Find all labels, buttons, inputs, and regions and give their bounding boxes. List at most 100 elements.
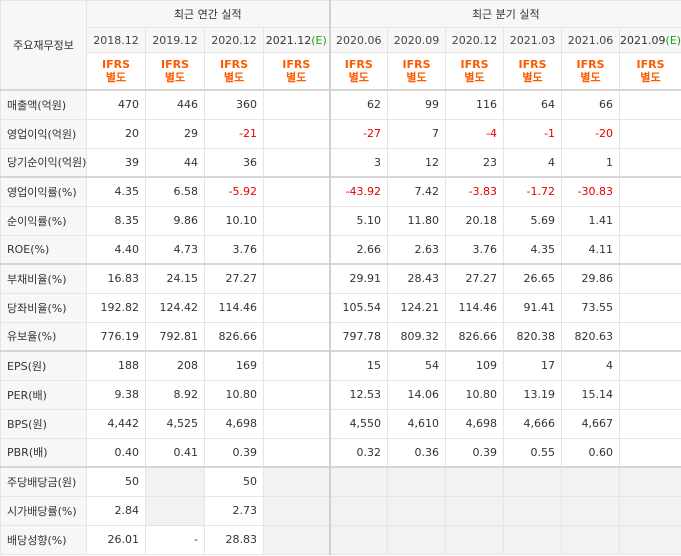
value-cell: 809.32	[387, 321, 447, 352]
value-cell	[503, 495, 563, 526]
value-cell: -5.92	[204, 176, 264, 207]
value-cell: 4,610	[387, 408, 447, 439]
ifrs-label: IFRS	[102, 58, 130, 71]
period-date: 2021.03	[509, 33, 556, 47]
value-cell	[619, 495, 681, 526]
table-row: 시가배당률(%) 2.84 2.73	[0, 495, 681, 526]
value-cell: 14.06	[387, 379, 447, 410]
row-label: BPS(원)	[0, 408, 87, 439]
value-cell: 797.78	[328, 321, 389, 352]
ifrs-label: IFRS	[460, 58, 489, 71]
value-cell: 1.41	[561, 205, 621, 236]
accounting-standard: IFRS 별도	[561, 52, 621, 91]
table-row: PBR(배) 0.40 0.41 0.39 0.32 0.36 0.39 0.55 0.60	[0, 437, 681, 468]
value-cell: 188	[86, 350, 146, 381]
row-label: 배당성향(%)	[0, 524, 87, 555]
value-cell	[262, 379, 331, 410]
value-cell: -27	[328, 118, 389, 149]
value-cell	[262, 437, 331, 468]
value-cell: 776.19	[86, 321, 146, 352]
value-cell: 360	[204, 89, 264, 120]
value-cell: -21	[204, 118, 264, 149]
value-cell	[619, 408, 681, 439]
annual-group-header: 최근 연간 실적	[85, 0, 331, 28]
value-cell: 1	[561, 147, 621, 178]
value-cell: 4,698	[445, 408, 505, 439]
table-row: PER(배) 9.38 8.92 10.80 12.53 14.06 10.80 13.19 1…	[0, 379, 681, 410]
row-label: EPS(원)	[0, 350, 87, 381]
ifrs-label: IFRS	[282, 58, 311, 71]
separate-label: 별도	[348, 71, 369, 84]
value-cell: 39	[86, 147, 146, 178]
row-label: 유보율(%)	[0, 321, 87, 352]
row-label: PER(배)	[0, 379, 87, 410]
ifrs-label: IFRS	[161, 58, 189, 71]
financial-rows: 매출액(억원) 470 446 360 62 99 116 64 66 영업이익(억원) 20 29-…	[0, 89, 681, 555]
value-cell	[619, 292, 681, 323]
row-label: 부채비율(%)	[0, 263, 87, 294]
value-cell	[619, 466, 681, 497]
value-cell: 10.80	[204, 379, 264, 410]
table-row: 당좌비율(%) 192.82 124.42 114.46 105.54 124.21 114…	[0, 292, 681, 323]
period-header: 2020.12	[445, 27, 505, 53]
period-date: 2020.09	[393, 33, 440, 47]
value-cell: 73.55	[561, 292, 621, 323]
table-row: 순이익률(%) 8.35 9.86 10.10 5.10 11.80 20.18 5.69 1.…	[0, 205, 681, 236]
value-cell	[262, 408, 331, 439]
value-cell: 2.63	[387, 234, 447, 265]
value-cell: 0.32	[328, 437, 389, 468]
value-cell: 36	[204, 147, 264, 178]
row-label: ROE(%)	[0, 234, 87, 265]
ifrs-label: IFRS	[518, 58, 547, 71]
value-cell	[262, 147, 331, 178]
value-cell: 20.18	[445, 205, 505, 236]
value-cell	[445, 466, 505, 497]
value-cell: 826.66	[445, 321, 505, 352]
value-cell: 0.39	[204, 437, 264, 468]
value-cell: 9.86	[145, 205, 205, 236]
accounting-standard: IFRS 별도	[204, 52, 264, 91]
period-header: 2021.06	[561, 27, 621, 53]
period-header: 2018.12	[86, 27, 146, 53]
value-cell: 16.83	[86, 263, 146, 294]
separate-label: 별도	[286, 71, 307, 84]
value-cell	[145, 495, 205, 526]
value-cell: 0.55	[503, 437, 563, 468]
value-cell: 11.80	[387, 205, 447, 236]
table-row: 영업이익률(%) 4.35 6.58 -5.92 -43.92 7.42 -3.83 -1.7…	[0, 176, 681, 207]
row-label: 당기순이익(억원)	[0, 147, 87, 178]
value-cell	[262, 292, 331, 323]
value-cell: 4,525	[145, 408, 205, 439]
table-row: 유보율(%) 776.19 792.81 826.66 797.78 809.32 826.…	[0, 321, 681, 352]
value-cell: 7	[387, 118, 447, 149]
value-cell	[145, 466, 205, 497]
period-header: 2021.12(E)	[262, 27, 331, 53]
value-cell: 24.15	[145, 263, 205, 294]
table-row: 주당배당금(원) 50 50	[0, 466, 681, 497]
value-cell: 62	[328, 89, 389, 120]
value-cell: 4	[561, 350, 621, 381]
value-cell	[619, 437, 681, 468]
value-cell: 4.40	[86, 234, 146, 265]
value-cell: 8.35	[86, 205, 146, 236]
value-cell: 116	[445, 89, 505, 120]
estimate-mark: (E)	[311, 33, 327, 47]
value-cell: 4,698	[204, 408, 264, 439]
value-cell	[619, 234, 681, 265]
period-date: 2021.09	[620, 33, 666, 47]
value-cell	[619, 147, 681, 178]
value-cell	[387, 495, 447, 526]
value-cell: 109	[445, 350, 505, 381]
separate-label: 별도	[522, 71, 543, 84]
value-cell: 7.42	[387, 176, 447, 207]
value-cell	[328, 466, 389, 497]
value-cell	[262, 176, 331, 207]
table-row: 배당성향(%) 26.01-28.83	[0, 524, 681, 555]
accounting-standard: IFRS 별도	[328, 52, 389, 91]
period-date: 2020.12	[451, 33, 498, 47]
accounting-standard: IFRS 별도	[86, 52, 146, 91]
separate-label: 별도	[105, 71, 127, 84]
value-cell: 2.73	[204, 495, 264, 526]
ifrs-label: IFRS	[576, 58, 605, 71]
